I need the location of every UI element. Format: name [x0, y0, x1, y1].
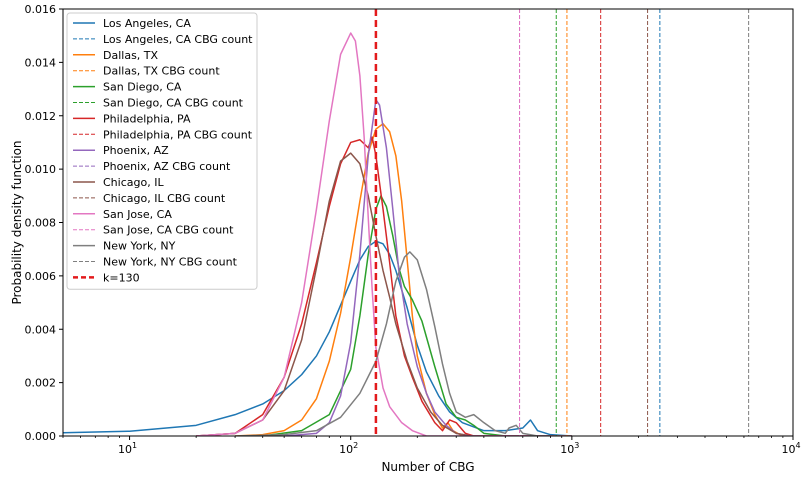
- series-line-4: [284, 98, 572, 436]
- series-line-3: [196, 136, 572, 436]
- legend-label: Dallas, TX CBG count: [103, 65, 220, 78]
- series-line-2: [262, 195, 572, 436]
- legend: Los Angeles, CA Los Angeles, CA CBG count…: [66, 12, 258, 290]
- series-layer: [63, 32, 572, 436]
- y-tick-label: 0.014: [25, 56, 57, 69]
- axes: 0.000 0.002 0.004 0.006 0.008 0.010 0.012 0.014…: [25, 3, 801, 456]
- x-tick-label: 104: [781, 441, 800, 456]
- legend-label: Chicago, IL CBG count: [103, 192, 226, 205]
- legend-label: Chicago, IL: [103, 176, 164, 189]
- legend-label: San Jose, CA CBG count: [103, 224, 234, 237]
- legend-label: Philadelphia, PA: [103, 112, 191, 125]
- y-tick-label: 0.000: [25, 430, 57, 443]
- series-line-1: [235, 123, 572, 436]
- y-axis-label: Probability density function: [10, 140, 24, 304]
- x-tick-label: 102: [339, 441, 358, 456]
- legend-label: Phoenix, AZ: [103, 144, 169, 157]
- y-tick-label: 0.006: [25, 270, 57, 283]
- x-tick-label: 103: [560, 441, 579, 456]
- x-tick-label: 101: [118, 441, 137, 456]
- y-tick-label: 0.016: [25, 3, 57, 16]
- x-axis-label: Number of CBG: [381, 460, 474, 474]
- legend-label: San Diego, CA: [103, 81, 182, 94]
- series-line-7: [235, 251, 572, 436]
- y-tick-label: 0.002: [25, 377, 57, 390]
- legend-label: Dallas, TX: [103, 49, 159, 62]
- legend-label: Los Angeles, CA: [103, 17, 191, 30]
- y-tick-label: 0.008: [25, 217, 57, 230]
- legend-box: [66, 12, 258, 290]
- cbg-count-lines: [519, 9, 750, 436]
- legend-label: New York, NY CBG count: [103, 256, 238, 269]
- legend-label: New York, NY: [103, 240, 176, 253]
- legend-label: Los Angeles, CA CBG count: [103, 33, 253, 46]
- y-tick-label: 0.010: [25, 163, 57, 176]
- legend-label: k=130: [103, 271, 140, 284]
- legend-label: San Jose, CA: [103, 208, 172, 221]
- legend-label: San Diego, CA CBG count: [103, 97, 244, 110]
- y-tick-label: 0.012: [25, 110, 57, 123]
- legend-label: Philadelphia, PA CBG count: [103, 128, 253, 141]
- y-tick-label: 0.004: [25, 323, 57, 336]
- series-line-5: [196, 152, 572, 436]
- legend-label: Phoenix, AZ CBG count: [103, 160, 231, 173]
- series-line-6: [196, 32, 572, 436]
